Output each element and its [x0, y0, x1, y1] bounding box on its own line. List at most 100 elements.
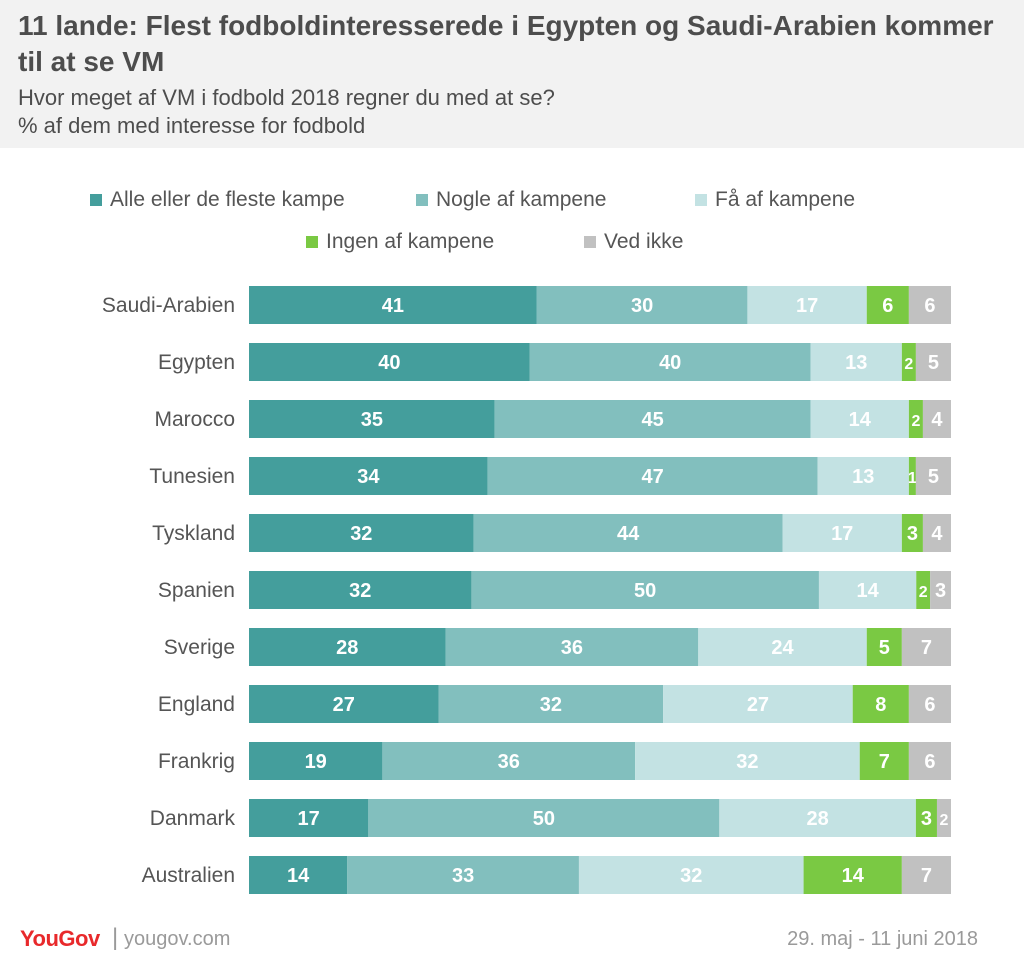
data-label: 17 [298, 808, 320, 830]
bar-segment [494, 400, 811, 438]
data-label: 27 [333, 694, 355, 716]
bar-segment [936, 799, 951, 837]
legend-item-dontknow: Ved ikke [584, 230, 683, 254]
bar-segment [908, 286, 951, 324]
legend-item-none: Ingen af kampene [306, 230, 494, 254]
legend-item-few: Få af kampene [695, 188, 855, 212]
bar-segment [249, 457, 488, 495]
data-label: 6 [924, 694, 935, 716]
data-label: 2 [904, 356, 913, 373]
bar-segment [810, 343, 902, 381]
data-label: 28 [806, 808, 828, 830]
category-label: Danmark [150, 807, 236, 830]
bar-segment [249, 799, 369, 837]
bar-segment [908, 457, 916, 495]
data-label: 7 [921, 865, 932, 887]
data-label: 6 [924, 295, 935, 317]
data-label: 28 [336, 637, 358, 659]
bar-segment [719, 799, 916, 837]
bar-segment [368, 799, 720, 837]
legend-label-all: Alle eller de fleste kampe [110, 188, 345, 211]
bar-segment [249, 571, 472, 609]
bar-segment [747, 286, 867, 324]
data-label: 32 [349, 580, 371, 602]
legend-swatch-dontknow [584, 236, 596, 248]
bar-segment [817, 457, 909, 495]
data-label: 35 [361, 409, 383, 431]
data-label: 2 [911, 413, 920, 430]
bar-segment [866, 628, 902, 666]
category-label: Saudi-Arabien [102, 294, 235, 317]
bar-segment [487, 457, 818, 495]
bar-segment [922, 400, 951, 438]
data-label: 17 [831, 523, 853, 545]
bar-segment [852, 685, 909, 723]
bar-segment [249, 400, 495, 438]
data-label: 33 [452, 865, 474, 887]
data-label: 40 [659, 352, 681, 374]
footer-url: yougov.com [124, 928, 231, 950]
legend-label-none: Ingen af kampene [326, 230, 495, 253]
legend-item-some: Nogle af kampene [416, 188, 606, 212]
category-label: Australien [142, 864, 235, 887]
bar-segment [915, 799, 937, 837]
bar-segment [578, 856, 804, 894]
data-label: 14 [849, 409, 872, 431]
data-label: 45 [642, 409, 664, 431]
bar-segment [803, 856, 902, 894]
bar-segment [859, 742, 909, 780]
legend-swatch-all [90, 194, 102, 206]
bar-segment [930, 571, 951, 609]
data-label: 32 [540, 694, 562, 716]
legend-swatch-some [416, 194, 428, 206]
data-label: 44 [617, 523, 640, 545]
legend-item-all: Alle eller de fleste kampe [90, 188, 345, 212]
bar-segment [249, 685, 439, 723]
bar-segment [529, 343, 811, 381]
bar-segment [908, 742, 951, 780]
data-label: 50 [533, 808, 555, 830]
data-label: 8 [875, 694, 886, 716]
data-label: 36 [498, 751, 520, 773]
bar-segment [249, 856, 348, 894]
data-label: 3 [921, 808, 932, 830]
bar-segment [471, 571, 819, 609]
category-label: Tunesien [149, 465, 235, 488]
bar-segment [249, 742, 383, 780]
bar-segment [901, 628, 951, 666]
data-label: 14 [842, 865, 865, 887]
category-label: Sverige [164, 636, 235, 659]
legend: Alle eller de fleste kampe Nogle af kamp… [0, 180, 1024, 270]
category-label: Spanien [158, 579, 235, 602]
data-label: 24 [771, 637, 794, 659]
chart-title: 11 lande: Flest fodboldinteresserede i E… [18, 10, 994, 77]
subtitle-base: % af dem med interesse for fodbold [18, 113, 366, 138]
data-label: 19 [305, 751, 327, 773]
bar-segment [908, 685, 951, 723]
bar-segment [866, 286, 909, 324]
legend-label-some: Nogle af kampene [436, 188, 607, 211]
bar-segment [915, 343, 951, 381]
bar-segment [915, 457, 951, 495]
bar-segment [249, 514, 474, 552]
bar-segment [663, 685, 853, 723]
bar-segment [347, 856, 579, 894]
data-label: 14 [287, 865, 310, 887]
legend-swatch-none [306, 236, 318, 248]
bar-segment [536, 286, 748, 324]
data-label: 40 [378, 352, 400, 374]
data-label: 14 [856, 580, 879, 602]
subtitle-question: Hvor meget af VM i fodbold 2018 regner d… [18, 85, 555, 110]
bar-segment [922, 514, 951, 552]
footer-date: 29. maj - 11 juni 2018 [787, 928, 978, 950]
data-label: 4 [931, 409, 943, 431]
data-label: 47 [642, 466, 664, 488]
data-label: 3 [907, 523, 918, 545]
data-label: 3 [935, 580, 946, 602]
data-label: 13 [852, 466, 874, 488]
bar-segment [635, 742, 860, 780]
bar-segment [901, 514, 923, 552]
data-label: 7 [879, 751, 890, 773]
legend-label-few: Få af kampene [715, 188, 856, 211]
